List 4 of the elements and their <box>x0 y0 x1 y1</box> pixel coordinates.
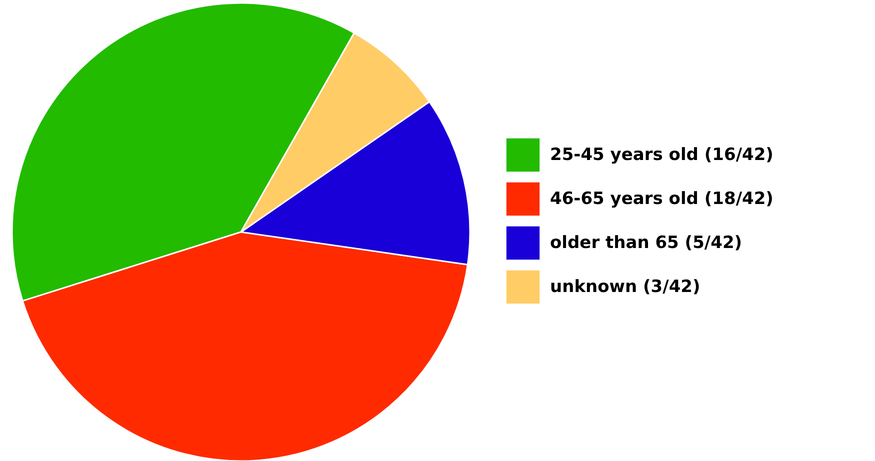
legend-label: unknown (3/42) <box>550 277 700 297</box>
legend-label: 25-45 years old (16/42) <box>550 145 774 165</box>
legend-label: 46-65 years old (18/42) <box>550 189 774 209</box>
legend-label: older than 65 (5/42) <box>550 233 742 253</box>
